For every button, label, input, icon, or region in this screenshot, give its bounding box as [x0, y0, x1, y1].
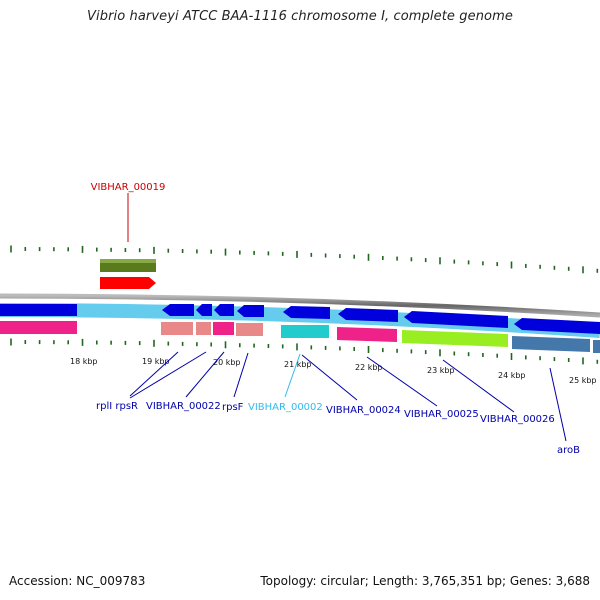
- scale-tick-label: 21 kbp: [284, 360, 312, 369]
- gene-labels-below: rplI rpsR VIBHAR_00022 rpsF VIBHAR_00002…: [96, 401, 580, 456]
- salmon-feature: [196, 322, 211, 335]
- backbone-arc: [0, 293, 600, 318]
- scale-tick-label: 19 kbp: [142, 357, 170, 366]
- gene-label-vibhar-00019: VIBHAR_00019: [91, 182, 166, 193]
- gene-label-vibhar-00022: VIBHAR_00022: [146, 401, 221, 412]
- map-title: Vibrio harveyi ATCC BAA-1116 chromosome …: [87, 9, 513, 24]
- gene-label-arob: aroB: [557, 445, 580, 456]
- reverse-cds-arrow: [404, 311, 508, 328]
- steel-feature: [593, 340, 600, 353]
- gene-callout-line: [301, 354, 358, 401]
- magenta-feature: [337, 327, 397, 342]
- gene-label-vibhar-00024: VIBHAR_00024: [326, 405, 401, 416]
- gene-callout-line: [185, 351, 225, 398]
- gene-callout-line: [442, 359, 515, 413]
- reverse-cds-arrow: [283, 306, 330, 319]
- scale-tick-label: 22 kbp: [355, 363, 383, 372]
- olive-feature-highlight: [100, 259, 156, 263]
- reverse-cds-arrow: [162, 304, 194, 316]
- cyan-feature: [281, 325, 329, 338]
- gene-label-rpli-rpsr: rplI rpsR: [96, 401, 138, 412]
- salmon-feature: [161, 322, 193, 335]
- scale-labels: 18 kbp 19 kbp 20 kbp 21 kbp 22 kbp 23 kb…: [70, 357, 597, 385]
- reverse-cds-arrow: [237, 305, 264, 317]
- gene-features: [0, 321, 600, 353]
- gene-label-vibhar-00025: VIBHAR_00025: [404, 409, 479, 420]
- reverse-cds-arrow: [338, 308, 398, 322]
- scale-tick-label: 23 kbp: [427, 366, 455, 375]
- reverse-cds-arrow: [0, 304, 77, 316]
- steel-feature: [512, 336, 590, 352]
- scale-tick-label: 25 kbp: [569, 376, 597, 385]
- scale-tick-label: 20 kbp: [213, 358, 241, 367]
- reverse-cds-arrow: [514, 318, 600, 334]
- reverse-cds-arrow: [196, 304, 212, 316]
- gene-callout-line: [233, 352, 249, 398]
- salmon-feature: [236, 323, 263, 336]
- gene-label-rpsf: rpsF: [222, 402, 244, 413]
- gene-callout-line: [549, 367, 567, 442]
- lime-feature: [402, 330, 508, 347]
- accession-text: Accession: NC_009783: [9, 574, 146, 588]
- forward-cds-arrow: [100, 277, 156, 289]
- gene-callout-line: [366, 356, 438, 407]
- reverse-cds-arrow: [214, 304, 234, 316]
- genome-summary-text: Topology: circular; Length: 3,765,351 bp…: [260, 574, 590, 588]
- scale-tick-label: 18 kbp: [70, 357, 98, 366]
- gene-callout-line: [129, 351, 207, 399]
- lower-tick-row: [10, 338, 599, 365]
- magenta-feature: [213, 322, 234, 335]
- upper-tick-row: [10, 245, 599, 274]
- gene-label-vibhar-00026: VIBHAR_00026: [480, 414, 555, 425]
- gene-callout-line: [129, 351, 179, 397]
- gene-callout-line: [284, 353, 301, 398]
- magenta-feature: [0, 321, 77, 334]
- gene-callout-lines: [129, 351, 567, 442]
- gene-label-vibhar-00002: VIBHAR_00002: [248, 402, 323, 413]
- scale-tick-label: 24 kbp: [498, 371, 526, 380]
- reverse-cds-arrows: [0, 304, 600, 334]
